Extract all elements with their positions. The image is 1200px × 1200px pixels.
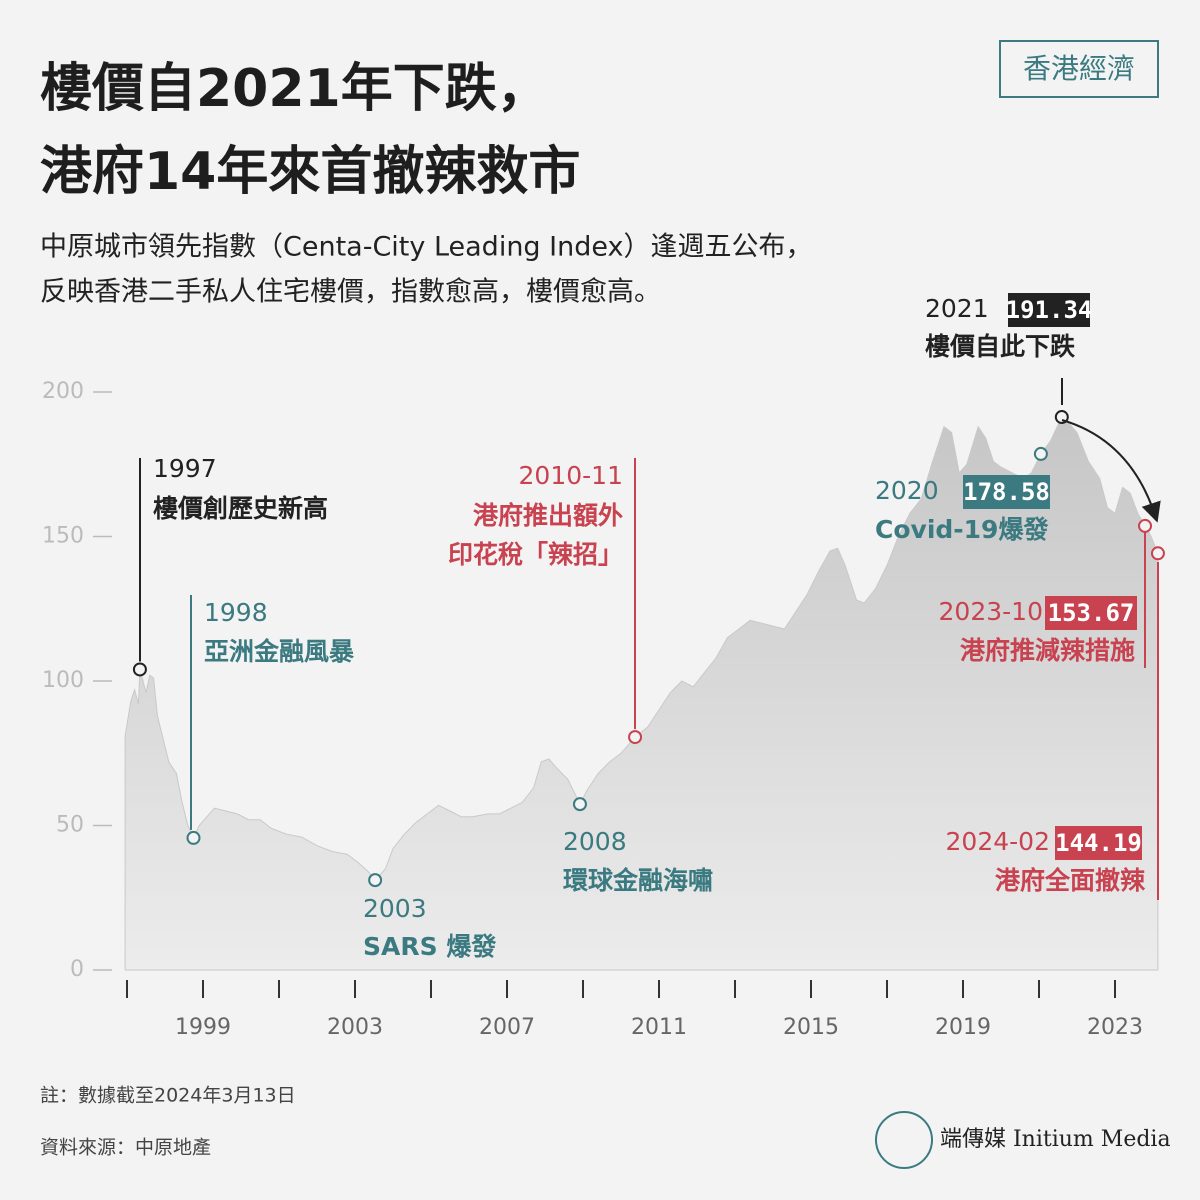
event-point	[572, 797, 587, 812]
logo-mark	[875, 1111, 933, 1169]
title: 樓價自2021年下跌，	[40, 59, 549, 119]
event-point	[1150, 546, 1165, 561]
x-tick-label: 2023	[1087, 1015, 1143, 1040]
annotation-year: 1997	[153, 454, 217, 483]
x-tick-label: 1999	[175, 1015, 231, 1040]
annotation-year: 2010-11	[519, 461, 623, 490]
annotation-text: SARS 爆發	[363, 932, 496, 961]
value-box	[1045, 596, 1137, 630]
value-box	[1008, 293, 1090, 327]
value-box	[1055, 826, 1142, 860]
x-tick-label: 2011	[631, 1015, 687, 1040]
annotation-text: 亞洲金融風暴	[204, 637, 355, 666]
arrow	[1061, 419, 1161, 523]
annotation-year: 2023-10	[939, 597, 1043, 626]
annotation-text: 港府推減辣措施	[960, 636, 1135, 665]
x-tick-label: 2003	[327, 1015, 383, 1040]
event-point	[1138, 518, 1153, 533]
annotation-text: 樓價創歷史新高	[153, 494, 328, 523]
event-point	[368, 873, 383, 888]
event-point	[186, 830, 201, 845]
area	[124, 416, 1159, 971]
annotation-year: 2021	[925, 294, 989, 323]
subtitle: 中原城市領先指數（Centa-City Leading Index）逢週五公布，	[40, 232, 812, 263]
source: 資料來源：中原地產	[40, 1137, 211, 1159]
y-tick-label: 100	[42, 668, 84, 693]
annotation-year: 2024-02	[946, 827, 1050, 856]
x-tick-label: 2019	[935, 1015, 991, 1040]
annotation-text: Covid-19爆發	[875, 515, 1048, 544]
y-tick-label: 150	[42, 524, 84, 549]
x-tick-label: 2007	[479, 1015, 535, 1040]
value-label: 191.34	[1006, 296, 1093, 324]
note: 註：數據截至2024年3月13日	[40, 1085, 296, 1107]
event-point	[132, 662, 147, 677]
logo: 端傳媒 Initium Media	[940, 1127, 1171, 1152]
annotation-text: 港府推出額外	[473, 501, 623, 530]
value-box	[963, 475, 1050, 509]
annotation-text: 印花稅「辣招」	[448, 540, 623, 569]
badge-box	[999, 40, 1159, 98]
annotation-text: 環球金融海嘯	[563, 866, 713, 895]
title: 港府14年來首撤辣救市	[40, 142, 580, 202]
y-tick-label: 200	[42, 379, 84, 404]
annotation-year: 2020	[875, 476, 939, 505]
annotation-text: 樓價自此下跌	[925, 332, 1075, 361]
event-point	[628, 730, 643, 745]
x-tick-label: 2015	[783, 1015, 839, 1040]
badge: 香港經濟	[1023, 52, 1135, 85]
annotation-year: 2008	[563, 827, 627, 856]
annotation-text: 港府全面撤辣	[995, 866, 1146, 895]
y-tick-label: 50	[56, 813, 84, 838]
event-point	[1033, 446, 1048, 461]
plot: 0 50 100 150 200 1999 2003 2007 2011 2015 2019 2023…	[42, 293, 1165, 1040]
value-label: 144.19	[1055, 829, 1142, 857]
y-tick-label: 0	[70, 957, 84, 982]
annotation-year: 2003	[363, 894, 427, 923]
value-label: 178.58	[963, 478, 1050, 506]
subtitle: 反映香港二手私人住宅樓價，指數愈高，樓價愈高。	[40, 277, 661, 308]
annotation-year: 1998	[204, 598, 268, 627]
value-label: 153.67	[1048, 599, 1135, 627]
